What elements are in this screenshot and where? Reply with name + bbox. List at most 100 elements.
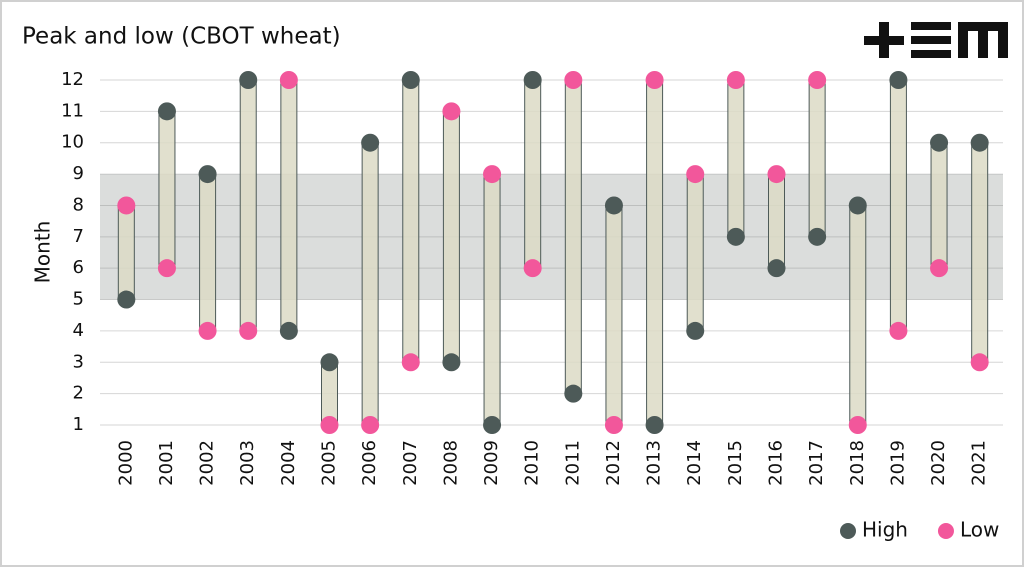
x-tick-label: 2004 [278, 440, 299, 486]
dot [157, 259, 176, 278]
range-bar [280, 79, 298, 332]
dot [726, 71, 745, 89]
range-bar [402, 79, 420, 363]
x-tick-label: 2001 [156, 440, 177, 486]
x-tick-label: 2008 [440, 440, 461, 486]
dot [198, 321, 217, 340]
dot [645, 71, 664, 89]
range-bar [199, 173, 217, 332]
dot [930, 259, 949, 278]
dot [157, 102, 176, 121]
y-tick-label: 1 [73, 414, 84, 435]
legend-marker [937, 523, 954, 539]
dot [361, 416, 380, 434]
legend-marker [840, 523, 856, 539]
x-tick-label: 2000 [115, 440, 136, 486]
x-tick-label: 2007 [400, 440, 421, 486]
range-bar [646, 79, 664, 426]
dot [930, 133, 949, 152]
logo [864, 22, 1008, 58]
y-tick-label: 7 [73, 226, 84, 247]
x-tick-label: 2015 [725, 440, 746, 486]
y-tick-label: 3 [73, 351, 84, 372]
dot [198, 165, 217, 184]
x-tick-label: 2002 [197, 440, 218, 486]
range-bar [321, 361, 338, 426]
y-tick-label: 2 [73, 383, 84, 404]
dot [117, 196, 136, 215]
dot [686, 165, 705, 184]
range-bar [605, 204, 623, 426]
range-bar [686, 173, 704, 332]
dot [848, 416, 867, 434]
range-bar [361, 142, 379, 426]
range-bar [889, 79, 907, 332]
dot [361, 133, 380, 152]
legend-label: High [862, 518, 908, 542]
dot [889, 71, 908, 89]
dot [808, 71, 827, 89]
range-bar [849, 204, 867, 426]
dot [320, 353, 339, 372]
x-tick-label: 2009 [481, 440, 502, 486]
y-tick-label: 9 [73, 163, 84, 184]
dot [320, 416, 339, 434]
range-bar [930, 142, 948, 269]
dot [970, 353, 989, 372]
dot [848, 196, 867, 215]
range-bar [971, 142, 989, 363]
x-tick-label: 2013 [644, 440, 665, 486]
dot [483, 416, 502, 434]
dot [401, 353, 420, 372]
dot [483, 165, 502, 184]
range-bar [808, 79, 826, 238]
dot [442, 102, 461, 121]
x-tick-label: 2011 [562, 440, 583, 486]
y-tick-label: 4 [73, 320, 84, 341]
dot [442, 353, 461, 372]
x-tick-label: 2010 [522, 440, 543, 486]
y-tick-label: 10 [61, 132, 84, 153]
dot [808, 227, 827, 246]
legend-label: Low [960, 518, 999, 542]
x-tick-label: 2006 [359, 440, 380, 486]
x-tick-label: 2020 [928, 440, 949, 486]
y-tick-label: 8 [73, 194, 84, 215]
dot [645, 416, 664, 434]
x-tick-label: 2016 [766, 440, 787, 486]
dot [767, 165, 786, 184]
x-tick-label: 2017 [806, 440, 827, 486]
range-bar [239, 79, 257, 332]
x-tick-label: 2012 [603, 440, 624, 486]
y-tick-label: 12 [61, 69, 84, 90]
dot [117, 290, 136, 309]
y-tick-label: 11 [61, 100, 84, 121]
range-bar [442, 110, 460, 363]
dot [523, 259, 542, 278]
range-bar [564, 79, 582, 395]
range-bar [483, 173, 501, 426]
dot [970, 133, 989, 152]
highlight-band [100, 174, 1003, 300]
dot [604, 196, 623, 215]
range-bar [727, 79, 745, 238]
dot [239, 71, 258, 89]
chart-title: Peak and low (CBOT wheat) [22, 24, 341, 50]
dot [279, 321, 298, 340]
dot [686, 321, 705, 340]
dot [604, 416, 623, 434]
dot [523, 71, 542, 89]
x-tick-label: 2021 [969, 440, 990, 486]
range-bar [768, 173, 785, 269]
dot [401, 71, 420, 89]
dot [564, 384, 583, 403]
dot [279, 71, 298, 89]
dot [726, 227, 745, 246]
y-tick-label: 5 [73, 289, 84, 310]
y-tick-label: 6 [73, 257, 84, 278]
range-bar [158, 110, 176, 269]
x-tick-label: 2005 [319, 440, 340, 486]
x-tick-label: 2018 [847, 440, 868, 486]
x-tick-label: 2019 [887, 440, 908, 486]
